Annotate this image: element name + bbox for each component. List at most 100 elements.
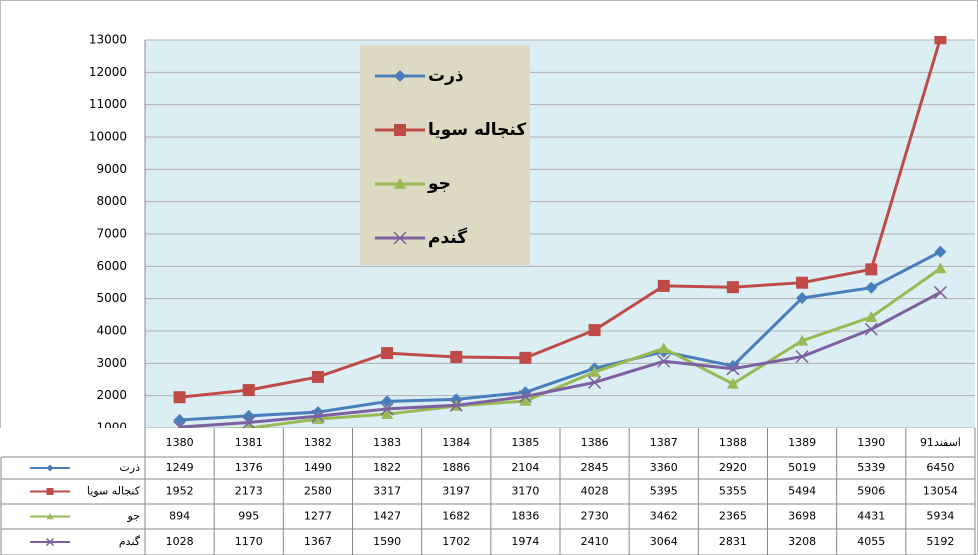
marker xyxy=(519,394,532,406)
x-tick-label: 1388 xyxy=(719,436,747,449)
marker xyxy=(588,324,601,337)
marker xyxy=(795,350,809,364)
table-value: 5339 xyxy=(857,461,885,474)
marker xyxy=(518,389,532,404)
table-value: 894 xyxy=(169,510,190,523)
table-row-label: گندم xyxy=(119,535,141,548)
table-value: 1376 xyxy=(235,461,263,474)
marker xyxy=(865,263,878,276)
marker xyxy=(242,415,256,428)
marker xyxy=(933,285,947,299)
table-value: 3208 xyxy=(788,535,816,548)
marker xyxy=(588,375,602,389)
series-line xyxy=(179,250,942,422)
y-tick-label: 5000 xyxy=(96,291,127,305)
y-tick-label: 13000 xyxy=(89,33,127,47)
legend-label: ذرت xyxy=(428,66,464,86)
table-value: 4431 xyxy=(857,510,885,523)
x-tick-label: 1390 xyxy=(857,436,885,449)
x-tick-label: 1383 xyxy=(373,436,401,449)
table-value: 1249 xyxy=(166,461,194,474)
table-value: 1822 xyxy=(373,461,401,474)
marker xyxy=(394,124,406,136)
table-value: 1952 xyxy=(166,485,194,498)
legend-label: کنجاله سویا xyxy=(428,120,526,140)
table-value: 1490 xyxy=(304,461,332,474)
marker xyxy=(393,231,407,245)
marker xyxy=(46,513,54,520)
table-value: 5494 xyxy=(788,485,816,498)
table-value: 5395 xyxy=(650,485,678,498)
x-tick-label: 1380 xyxy=(166,436,194,449)
x-tick-label: 1385 xyxy=(511,436,539,449)
marker xyxy=(865,311,878,322)
x-tick-label: 1382 xyxy=(304,436,332,449)
marker xyxy=(657,354,671,368)
y-tick-label: 2000 xyxy=(96,388,127,402)
table-value: 1367 xyxy=(304,535,332,548)
marker xyxy=(726,281,739,294)
series-line xyxy=(179,37,942,399)
marker xyxy=(796,292,809,305)
marker xyxy=(381,347,394,360)
table-value: 2920 xyxy=(719,461,747,474)
marker xyxy=(865,281,878,294)
marker xyxy=(381,408,394,419)
table-value: 2730 xyxy=(581,510,609,523)
marker xyxy=(934,262,947,274)
marker xyxy=(588,366,601,377)
table-value: 1028 xyxy=(166,535,194,548)
marker xyxy=(173,413,186,426)
table-value: 3064 xyxy=(650,535,678,548)
table-value: 1886 xyxy=(442,461,470,474)
legend-label: گندم xyxy=(428,227,467,248)
series-line xyxy=(179,291,942,428)
table-value: 2173 xyxy=(235,485,263,498)
table-value: 3698 xyxy=(788,510,816,523)
table-value: 5355 xyxy=(719,485,747,498)
table-value: 2104 xyxy=(511,461,539,474)
marker xyxy=(45,537,55,547)
table-value: 5019 xyxy=(788,461,816,474)
marker xyxy=(726,362,740,376)
marker xyxy=(311,370,324,383)
marker xyxy=(173,420,187,428)
table-value: 2410 xyxy=(581,535,609,548)
table-row-label: جو xyxy=(127,510,140,523)
x-tick-label: 1386 xyxy=(581,436,609,449)
table-value: 2580 xyxy=(304,485,332,498)
marker xyxy=(796,276,809,289)
marker xyxy=(311,413,324,424)
table-value: 2845 xyxy=(581,461,609,474)
table-value: 1590 xyxy=(373,535,401,548)
series-line xyxy=(220,267,942,428)
marker xyxy=(450,350,463,363)
table-value: 4028 xyxy=(581,485,609,498)
y-tick-label: 6000 xyxy=(96,259,127,273)
table-value: 1427 xyxy=(373,510,401,523)
table-value: 6450 xyxy=(926,461,954,474)
marker xyxy=(245,422,252,428)
marker xyxy=(449,398,463,412)
y-tick-label: 4000 xyxy=(96,324,127,338)
marker xyxy=(934,245,947,258)
table-value: 1277 xyxy=(304,510,332,523)
x-tick-label: 91اسفند xyxy=(920,436,961,449)
table-row-label: ذرت xyxy=(119,461,140,474)
table-value: 995 xyxy=(238,510,259,523)
marker xyxy=(394,70,406,82)
x-tick-label: 1381 xyxy=(235,436,263,449)
marker xyxy=(311,409,325,423)
y-tick-label: 11000 xyxy=(89,97,127,111)
legend-label: جو xyxy=(427,174,451,194)
table-value: 5192 xyxy=(926,535,954,548)
marker xyxy=(934,36,947,45)
marker xyxy=(796,334,809,346)
table-value: 1974 xyxy=(511,535,539,548)
marker xyxy=(381,395,394,408)
y-tick-label: 10000 xyxy=(89,130,127,144)
marker xyxy=(242,384,255,397)
y-tick-label: 7000 xyxy=(96,227,127,241)
marker xyxy=(657,279,670,292)
